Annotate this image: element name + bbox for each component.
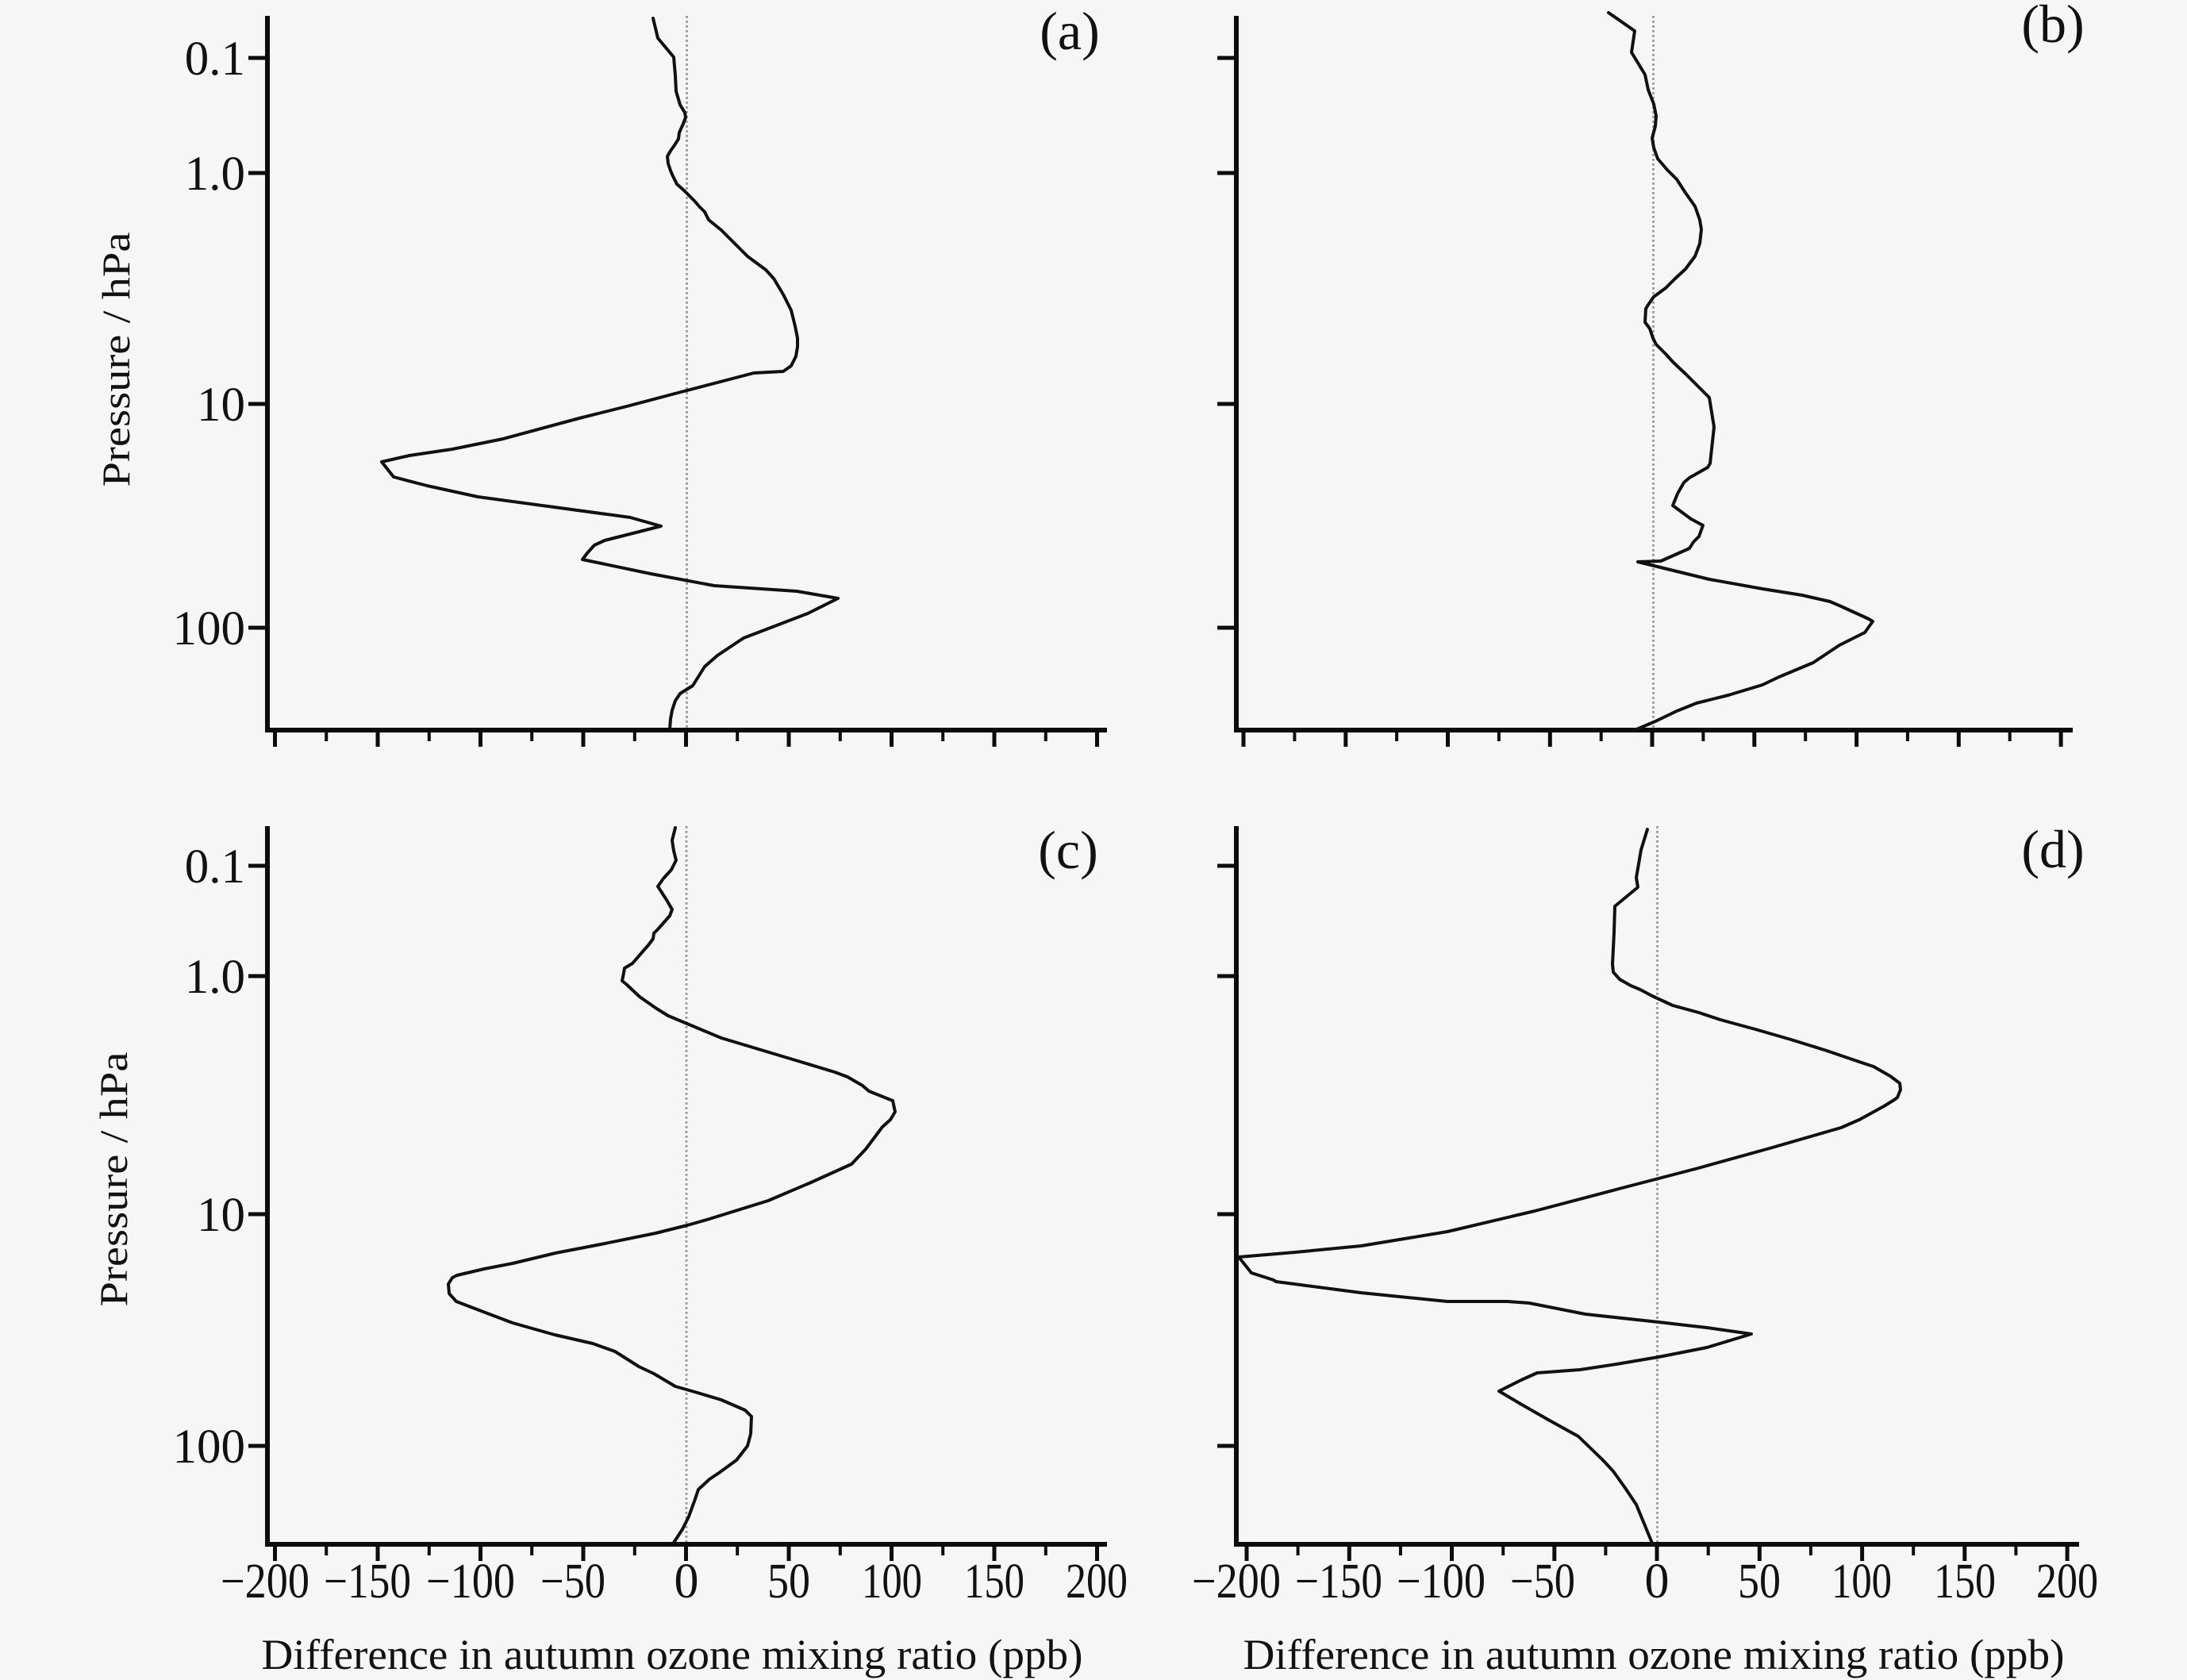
svg-text:100: 100 bbox=[173, 602, 246, 655]
svg-text:−200: −200 bbox=[1192, 1555, 1281, 1609]
svg-text:200: 200 bbox=[2036, 1555, 2098, 1609]
svg-text:150: 150 bbox=[1934, 1555, 1996, 1609]
svg-text:(a): (a) bbox=[1040, 1, 1099, 61]
svg-text:(c): (c) bbox=[1038, 820, 1097, 880]
svg-text:(b): (b) bbox=[2021, 0, 2084, 54]
svg-text:100: 100 bbox=[1831, 1555, 1892, 1609]
svg-text:10: 10 bbox=[197, 1189, 245, 1242]
svg-text:1.0: 1.0 bbox=[185, 148, 245, 201]
svg-text:−150: −150 bbox=[324, 1555, 411, 1609]
svg-text:50: 50 bbox=[767, 1555, 810, 1609]
svg-text:0.1: 0.1 bbox=[185, 840, 245, 894]
svg-text:50: 50 bbox=[1738, 1555, 1781, 1609]
svg-text:200: 200 bbox=[1066, 1555, 1128, 1609]
svg-text:0: 0 bbox=[675, 1555, 699, 1609]
svg-text:−100: −100 bbox=[1397, 1555, 1486, 1609]
svg-text:(d): (d) bbox=[2021, 819, 2084, 879]
svg-text:0.1: 0.1 bbox=[185, 33, 245, 86]
svg-text:−50: −50 bbox=[540, 1555, 605, 1609]
svg-text:0: 0 bbox=[1645, 1555, 1670, 1609]
svg-text:100: 100 bbox=[173, 1421, 246, 1474]
svg-text:Difference in autumn ozone mix: Difference in autumn ozone mixing ratio … bbox=[262, 1631, 1083, 1678]
svg-text:10: 10 bbox=[197, 379, 245, 432]
svg-text:Difference in autumn ozone mix: Difference in autumn ozone mixing ratio … bbox=[1243, 1631, 2065, 1678]
svg-text:1.0: 1.0 bbox=[185, 951, 245, 1004]
svg-text:Pressure / hPa: Pressure / hPa bbox=[91, 1052, 136, 1307]
svg-text:100: 100 bbox=[862, 1555, 922, 1609]
svg-text:Pressure / hPa: Pressure / hPa bbox=[94, 233, 138, 487]
svg-text:−150: −150 bbox=[1295, 1555, 1382, 1609]
svg-text:150: 150 bbox=[964, 1555, 1024, 1609]
svg-text:−100: −100 bbox=[426, 1555, 515, 1609]
svg-text:−200: −200 bbox=[221, 1555, 309, 1609]
svg-text:−50: −50 bbox=[1510, 1555, 1575, 1609]
